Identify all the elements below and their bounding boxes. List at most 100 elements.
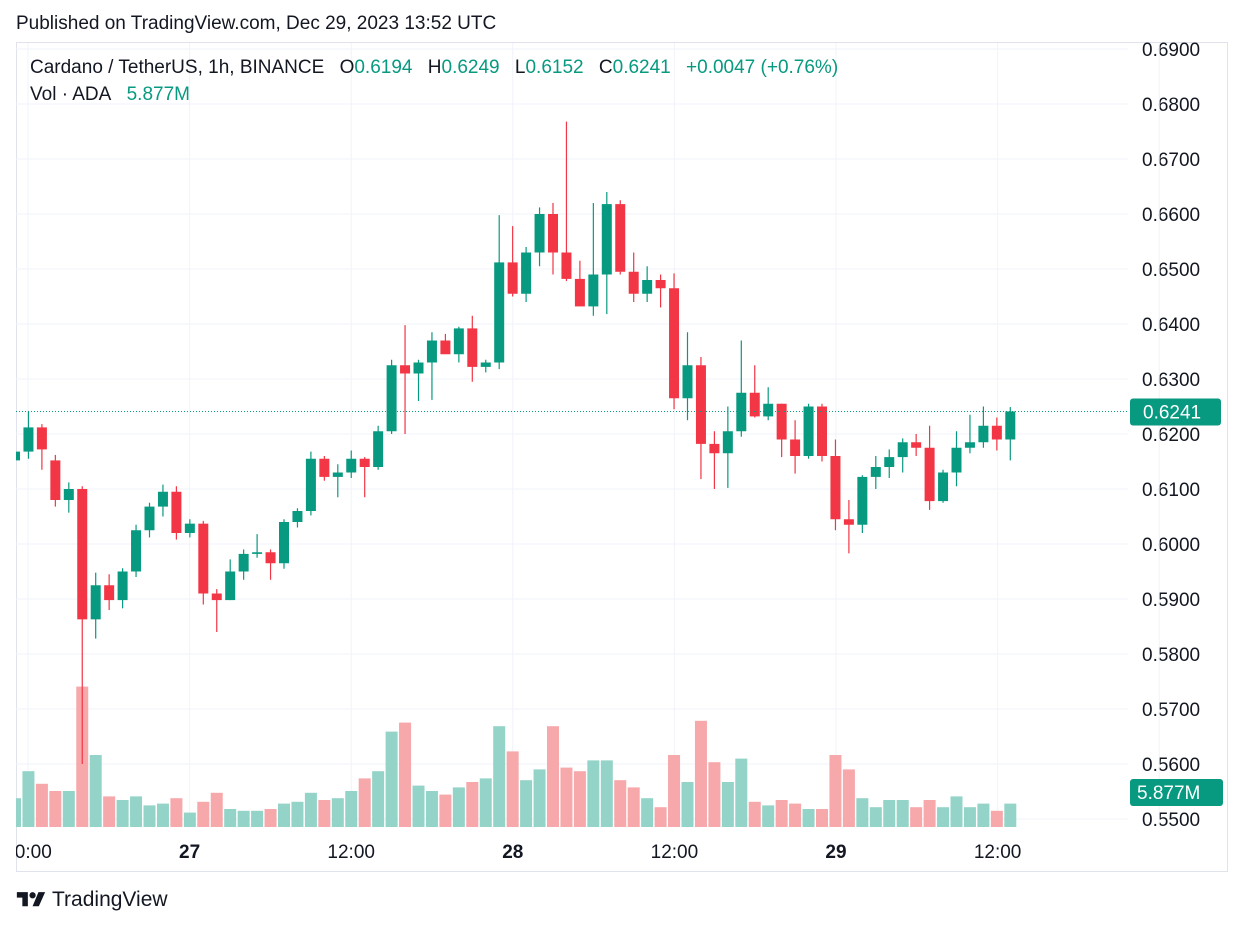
candle-body: [319, 458, 330, 477]
candle-body: [265, 552, 276, 564]
footer-brand[interactable]: TradingView: [16, 888, 168, 912]
candle-body: [722, 431, 733, 454]
candle-body: [198, 523, 209, 594]
candle-body: [1005, 411, 1016, 440]
candle-body: [292, 511, 303, 522]
volume-bar: [331, 798, 344, 827]
volume-bar: [358, 778, 371, 827]
volume-bar: [883, 800, 896, 827]
candle-body: [951, 447, 962, 473]
candle-body: [453, 328, 464, 355]
close-value: 0.6241: [612, 57, 671, 78]
volume-bar: [35, 783, 48, 827]
candle-body: [884, 457, 895, 467]
volume-bar: [493, 726, 506, 827]
candle-body: [440, 340, 451, 355]
volume-bar: [896, 800, 909, 827]
volume-bar: [600, 760, 613, 827]
volume-bar: [22, 771, 35, 827]
candle-body: [279, 522, 289, 564]
candle-body: [695, 365, 706, 444]
volume-bar: [735, 758, 748, 827]
volume-bar: [304, 792, 317, 827]
open-value: 0.6194: [354, 57, 413, 78]
time-tick-label: 29: [825, 842, 846, 863]
candle-body: [225, 571, 236, 601]
candle-body: [494, 262, 505, 363]
tradingview-logo-icon: [16, 892, 46, 907]
candle-body: [857, 476, 868, 525]
volume-bar: [452, 787, 465, 827]
time-tick-label: 12:00: [651, 842, 699, 863]
candle-body: [480, 362, 491, 367]
volume-bar: [130, 796, 143, 827]
volume-bar: [708, 762, 721, 827]
volume-legend: Vol · ADA 5.877M: [30, 84, 190, 106]
volume-bar: [103, 796, 116, 827]
volume-bar: [627, 787, 640, 827]
published-date: Published on TradingView.com, Dec 29, 20…: [16, 13, 497, 34]
candle-body: [426, 340, 437, 363]
volume-bar: [251, 810, 264, 827]
candle-body: [561, 252, 572, 279]
volume-bar: [681, 782, 694, 827]
volume-bar: [910, 807, 923, 827]
last-price-badge: [1130, 398, 1221, 426]
volume-bar: [721, 782, 734, 827]
last-volume-badge: [1130, 779, 1223, 806]
candle-body: [682, 365, 693, 399]
low-value: 0.6152: [525, 57, 584, 78]
candle-body: [252, 552, 263, 554]
candle-body: [50, 460, 61, 500]
time-tick-label: 12:00: [327, 842, 375, 863]
last-price-label: 0.6241: [1143, 402, 1201, 423]
volume-bar: [345, 791, 358, 827]
candle-body: [507, 262, 518, 294]
volume-bar: [372, 771, 385, 827]
price-tick-label: 0.6100: [1142, 480, 1200, 501]
volume-bar: [762, 805, 775, 827]
candle-body: [238, 553, 249, 572]
time-tick-label: 00:00: [4, 842, 52, 863]
volume-value: 5.877M: [126, 84, 190, 105]
candle-body: [938, 472, 949, 502]
volume-bar: [466, 782, 479, 827]
volume-bar: [775, 800, 788, 827]
volume-bar: [547, 726, 559, 827]
footer-brand-text: TradingView: [52, 888, 168, 911]
volume-bar: [829, 755, 842, 827]
candle-body: [964, 442, 975, 448]
candle-body: [548, 214, 558, 253]
volume-bar: [49, 791, 62, 827]
candle-body: [171, 491, 182, 533]
volume-bar: [573, 771, 586, 827]
volume-bar: [789, 803, 802, 827]
volume-bar: [197, 801, 210, 827]
volume-bar: [439, 794, 452, 827]
time-tick-label: 12:00: [974, 842, 1022, 863]
volume-bar: [990, 810, 1003, 827]
low-label: L: [514, 57, 526, 78]
change-value: +0.0047 (+0.76%): [686, 57, 839, 78]
volume-bar: [802, 809, 815, 827]
candle-body: [534, 214, 545, 253]
volume-bar: [399, 722, 412, 827]
candle-body: [776, 403, 787, 440]
plot-area: [16, 121, 1017, 827]
volume-bar: [183, 812, 196, 827]
volume-bar: [278, 803, 290, 827]
candle-body: [16, 451, 20, 461]
candle-body: [359, 458, 370, 467]
candle-body: [574, 278, 585, 307]
candle-body: [131, 530, 142, 572]
candle-body: [400, 365, 411, 374]
volume-bar: [479, 778, 492, 827]
candle-body: [117, 571, 128, 601]
candle-body: [601, 204, 612, 275]
candle-body: [790, 439, 801, 456]
price-tick-label: 0.6600: [1142, 205, 1200, 226]
volume-bar: [116, 800, 129, 827]
volume-bar: [425, 791, 438, 827]
candle-body: [911, 442, 922, 448]
